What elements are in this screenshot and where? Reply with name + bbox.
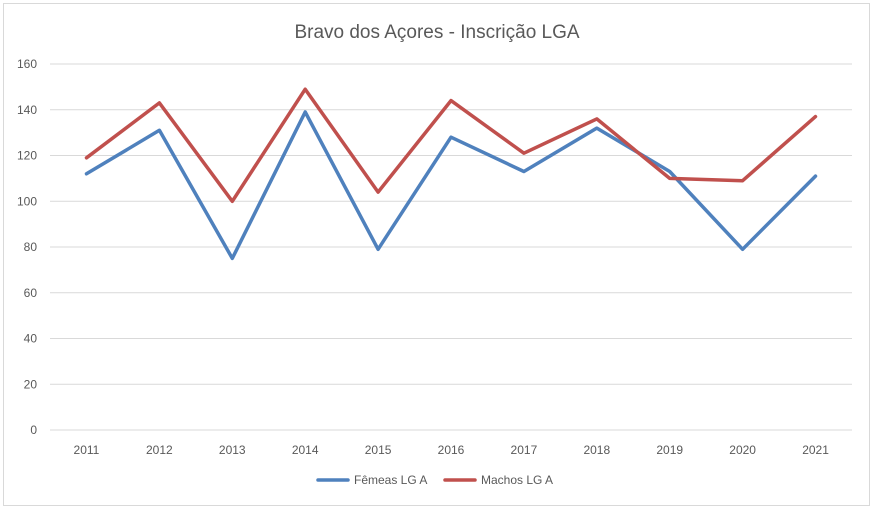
- y-tick-label: 0: [30, 423, 37, 437]
- x-tick-label: 2020: [729, 443, 756, 457]
- gridlines: [50, 63, 852, 431]
- legend-label: Machos LG A: [481, 473, 553, 487]
- y-tick-label: 100: [17, 194, 37, 208]
- x-tick-label: 2016: [438, 443, 465, 457]
- x-tick-label: 2013: [219, 443, 246, 457]
- legend-label: Fêmeas LG A: [354, 473, 427, 487]
- chart-title: Bravo dos Açores - Inscrição LGA: [294, 22, 579, 43]
- y-tick-label: 140: [17, 103, 37, 117]
- y-axis-ticks: 0 20 40 60 80 100 120 140 160: [17, 57, 37, 437]
- y-tick-label: 40: [24, 332, 38, 346]
- series-line-0: [84, 110, 818, 261]
- y-tick-label: 20: [24, 377, 38, 391]
- x-tick-label: 2015: [365, 443, 392, 457]
- series-lines: [84, 87, 818, 261]
- y-tick-label: 60: [24, 286, 38, 300]
- x-tick-label: 2021: [802, 443, 829, 457]
- x-tick-label: 2017: [511, 443, 538, 457]
- y-tick-label: 80: [24, 240, 38, 254]
- x-axis-ticks: 2011 2012 2013 2014 2015 2016 2017 2018 2019 2020…: [74, 443, 830, 457]
- y-tick-label: 160: [17, 57, 37, 71]
- x-tick-label: 2014: [292, 443, 319, 457]
- x-tick-label: 2011: [74, 443, 100, 457]
- series-line-1: [84, 87, 818, 204]
- x-tick-label: 2012: [146, 443, 173, 457]
- x-tick-label: 2019: [656, 443, 683, 457]
- legend: Fêmeas LG A Machos LG A: [316, 473, 553, 487]
- chart-frame: [3, 3, 870, 506]
- x-tick-label: 2018: [583, 443, 610, 457]
- y-tick-label: 120: [17, 149, 37, 163]
